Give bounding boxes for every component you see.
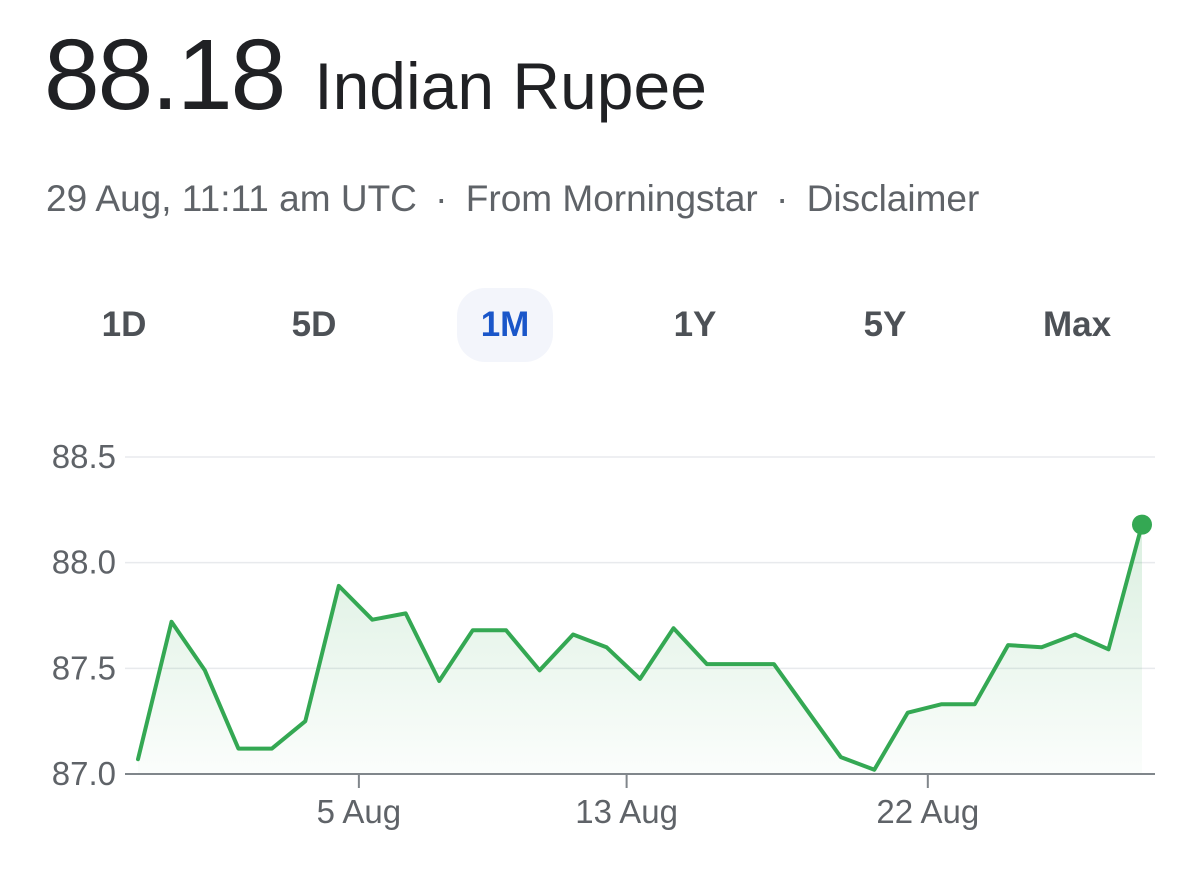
range-tabs: 1D 5D 1M 1Y 5Y Max [30,288,1170,362]
headline: 88.18 Indian Rupee [44,18,707,133]
x-tick-label: 5 Aug [317,793,401,830]
price-chart[interactable]: 5 Aug 13 Aug 22 Aug 88.5 88.0 87.5 87.0 [0,420,1200,870]
x-tick-label: 22 Aug [876,793,979,830]
price-value: 88.18 [44,19,286,131]
currency-name: Indian Rupee [314,49,707,123]
y-tick-label: 87.0 [52,755,116,792]
area-layer [138,524,1142,774]
x-tick-label: 13 Aug [575,793,678,830]
y-tick-label: 88.0 [52,544,116,581]
disclaimer-link[interactable]: Disclaimer [806,178,980,219]
tab-5y[interactable]: 5Y [863,305,907,344]
grid-layer [125,456,1155,670]
y-tick-label: 88.5 [52,438,116,475]
source-link[interactable]: From Morningstar [465,178,758,219]
series-area [138,524,1142,774]
series-line [136,522,1144,772]
quote-meta: 29 Aug, 11:11 am UTC · From Morningstar … [46,178,979,220]
tab-max[interactable]: Max [1042,305,1112,344]
separator: · [435,178,448,219]
tab-1m[interactable]: 1M [457,288,553,362]
y-axis: 88.5 88.0 87.5 87.0 [52,438,116,792]
last-point-marker [1132,514,1152,535]
x-axis: 5 Aug 13 Aug 22 Aug [125,773,1155,830]
timestamp: 29 Aug, 11:11 am UTC [46,178,417,219]
tab-1d[interactable]: 1D [101,305,147,344]
tab-5d[interactable]: 5D [291,305,337,344]
tab-1y[interactable]: 1Y [673,305,717,344]
separator: · [776,178,789,219]
line-layer [136,514,1152,772]
y-tick-label: 87.5 [52,649,116,686]
